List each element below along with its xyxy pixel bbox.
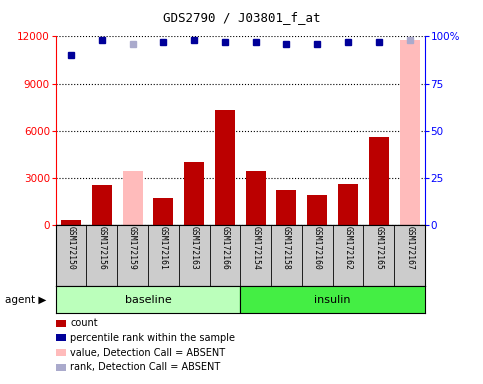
- Text: value, Detection Call = ABSENT: value, Detection Call = ABSENT: [70, 348, 225, 358]
- Bar: [184, 162, 204, 225]
- Bar: [123, 171, 142, 225]
- Text: GSM172167: GSM172167: [405, 227, 414, 270]
- Bar: [92, 185, 112, 225]
- Text: count: count: [70, 318, 98, 328]
- Bar: [338, 184, 358, 225]
- Text: GSM172161: GSM172161: [159, 227, 168, 270]
- Text: GSM172156: GSM172156: [97, 227, 106, 270]
- Text: GSM172154: GSM172154: [251, 227, 260, 270]
- Text: GDS2790 / J03801_f_at: GDS2790 / J03801_f_at: [163, 12, 320, 25]
- Bar: [399, 40, 420, 225]
- Text: GSM172163: GSM172163: [190, 227, 199, 270]
- Bar: [61, 220, 81, 225]
- Text: GSM172158: GSM172158: [282, 227, 291, 270]
- Text: agent ▶: agent ▶: [5, 295, 46, 305]
- Bar: [215, 110, 235, 225]
- Text: GSM172160: GSM172160: [313, 227, 322, 270]
- Text: GSM172165: GSM172165: [374, 227, 384, 270]
- Text: insulin: insulin: [314, 295, 351, 305]
- Text: GSM172166: GSM172166: [220, 227, 229, 270]
- Text: GSM172162: GSM172162: [343, 227, 353, 270]
- Bar: [276, 190, 297, 225]
- Text: GSM172159: GSM172159: [128, 227, 137, 270]
- Bar: [307, 195, 327, 225]
- Bar: [369, 137, 389, 225]
- Text: baseline: baseline: [125, 295, 171, 305]
- Bar: [153, 198, 173, 225]
- Bar: [246, 171, 266, 225]
- Text: rank, Detection Call = ABSENT: rank, Detection Call = ABSENT: [70, 362, 220, 372]
- Text: GSM172150: GSM172150: [67, 227, 75, 270]
- Text: percentile rank within the sample: percentile rank within the sample: [70, 333, 235, 343]
